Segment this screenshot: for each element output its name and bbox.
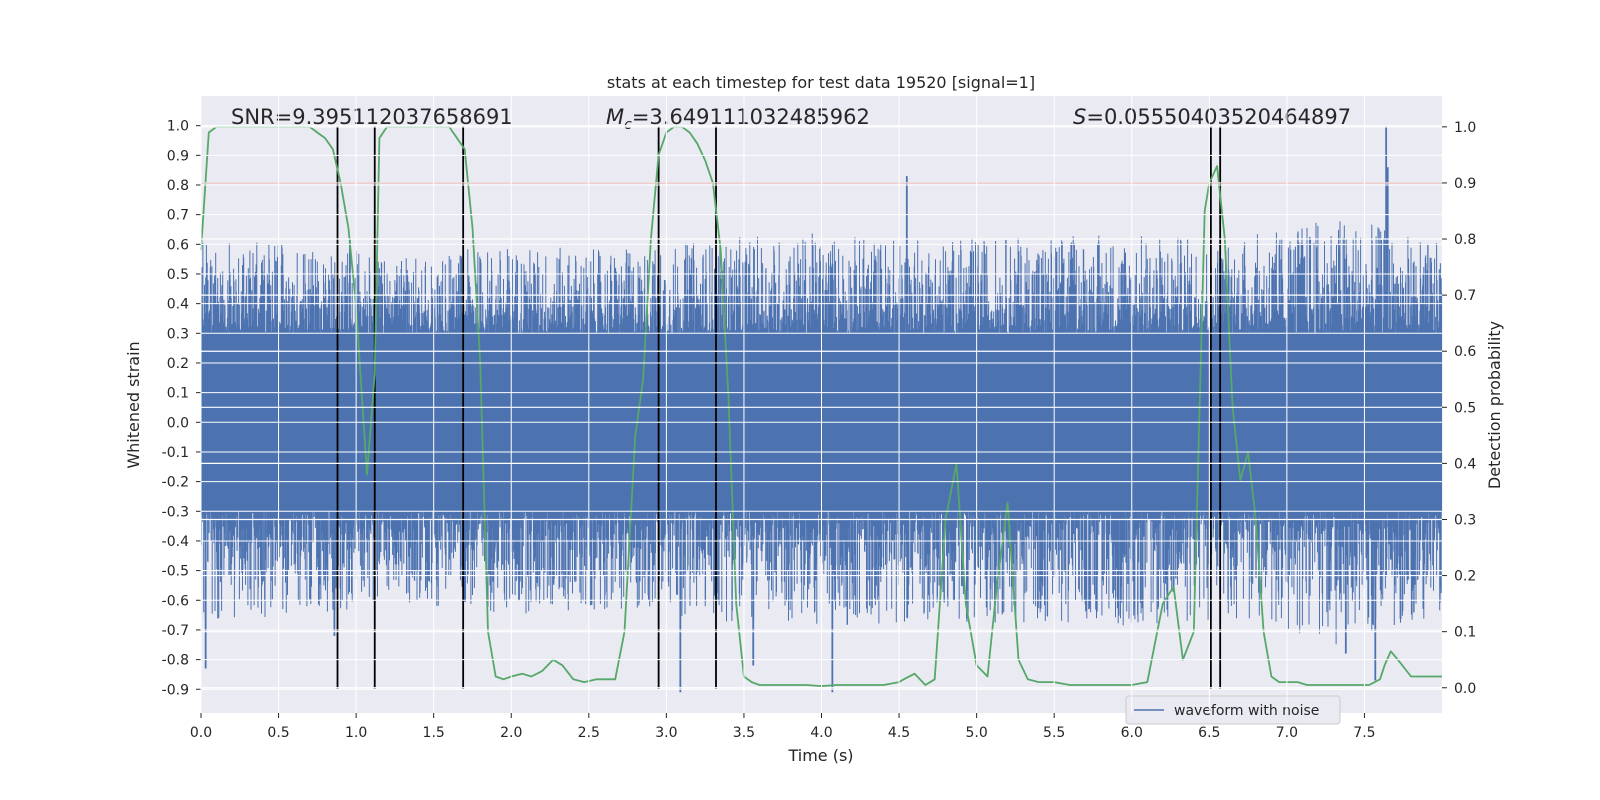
y2-tick-label: 0.2: [1454, 569, 1476, 585]
x-tick-label: 3.5: [733, 725, 755, 741]
s-symbol: S: [1073, 105, 1086, 129]
s-annotation: S=0.05550403520464897: [1073, 105, 1351, 129]
x-tick-label: 1.5: [423, 725, 445, 741]
x-tick-label: 7.5: [1353, 725, 1375, 741]
y-tick-label: 0.7: [167, 208, 189, 224]
y-tick-label: 0.8: [167, 178, 189, 194]
y2-tick-label: 0.9: [1454, 176, 1476, 192]
y2-tick-label: 0.7: [1454, 288, 1476, 304]
y-tick-label: -0.4: [162, 534, 189, 550]
y-tick-label: 0.6: [167, 237, 189, 253]
y2-tick-label: 0.1: [1454, 625, 1476, 641]
y-tick-label: 0.1: [167, 386, 189, 402]
y2-tick-label: 0.8: [1454, 232, 1476, 248]
chart-title: stats at each timestep for test data 195…: [607, 73, 1035, 92]
chirp-mass-subscript: c: [624, 117, 632, 133]
y-axis-label: Whitened strain: [124, 341, 143, 468]
y2-tick-label: 0.5: [1454, 400, 1476, 416]
x-tick-label: 4.5: [888, 725, 910, 741]
x-tick-label: 6.5: [1198, 725, 1220, 741]
y-tick-label: -0.8: [162, 653, 189, 669]
x-tick-label: 2.0: [500, 725, 522, 741]
x-tick-label: 5.5: [1043, 725, 1065, 741]
detection-probability-line: [200, 125, 1442, 687]
y2-tick-label: 0.6: [1454, 344, 1476, 360]
chirp-mass-symbol: M: [606, 105, 624, 129]
s-value: =0.05550403520464897: [1086, 105, 1351, 129]
x-tick-label: 4.0: [810, 725, 832, 741]
y2-tick-label: 0.4: [1454, 456, 1476, 472]
grid: [200, 96, 1442, 713]
legend-label: waveform with noise: [1174, 703, 1319, 719]
y-tick-label: -0.5: [162, 564, 189, 580]
legend: waveform with noise: [1125, 695, 1341, 725]
y-tick-label: 0.0: [167, 415, 189, 431]
y-tick-label: -0.7: [162, 623, 189, 639]
y2-tick-label: 0.3: [1454, 512, 1476, 528]
y-tick-label: -0.1: [162, 445, 189, 461]
x-tick-label: 0.0: [190, 725, 212, 741]
x-tick-label: 6.0: [1121, 725, 1143, 741]
x-tick-label: 1.0: [345, 725, 367, 741]
snr-annotation: SNR=9.395112037658691: [231, 105, 513, 129]
y-tick-label: -0.2: [162, 475, 189, 491]
x-tick-label: 0.5: [267, 725, 289, 741]
y-tick-label: 1.0: [167, 119, 189, 135]
y2-tick-label: 0.0: [1454, 681, 1476, 697]
x-tick-label: 7.0: [1276, 725, 1298, 741]
x-tick-label: 3.0: [655, 725, 677, 741]
x-tick-label: 5.0: [965, 725, 987, 741]
y-tick-label: 0.3: [167, 326, 189, 342]
x-axis-label: Time (s): [787, 746, 853, 765]
y-tick-label: -0.6: [162, 593, 189, 609]
chirp-mass-annotation: Mc=3.649111032485962: [606, 105, 870, 133]
y-tick-label: -0.3: [162, 504, 189, 520]
y2-axis-label: Detection probability: [1485, 321, 1504, 489]
x-tick-label: 2.5: [578, 725, 600, 741]
y2-tick-label: 1.0: [1454, 120, 1476, 136]
y-tick-label: 0.5: [167, 267, 189, 283]
chirp-mass-value: =3.649111032485962: [632, 105, 870, 129]
axes: 0.0 0.5 1.0 1.5 2.0 2.5 3.0 3.5 4.0 4.5 5.0 5.5 6.0 6…: [162, 119, 1477, 741]
y-tick-label: 0.2: [167, 356, 189, 372]
y-tick-label: 0.9: [167, 148, 189, 164]
y-tick-label: -0.9: [162, 682, 189, 698]
y-tick-label: 0.4: [167, 297, 189, 313]
